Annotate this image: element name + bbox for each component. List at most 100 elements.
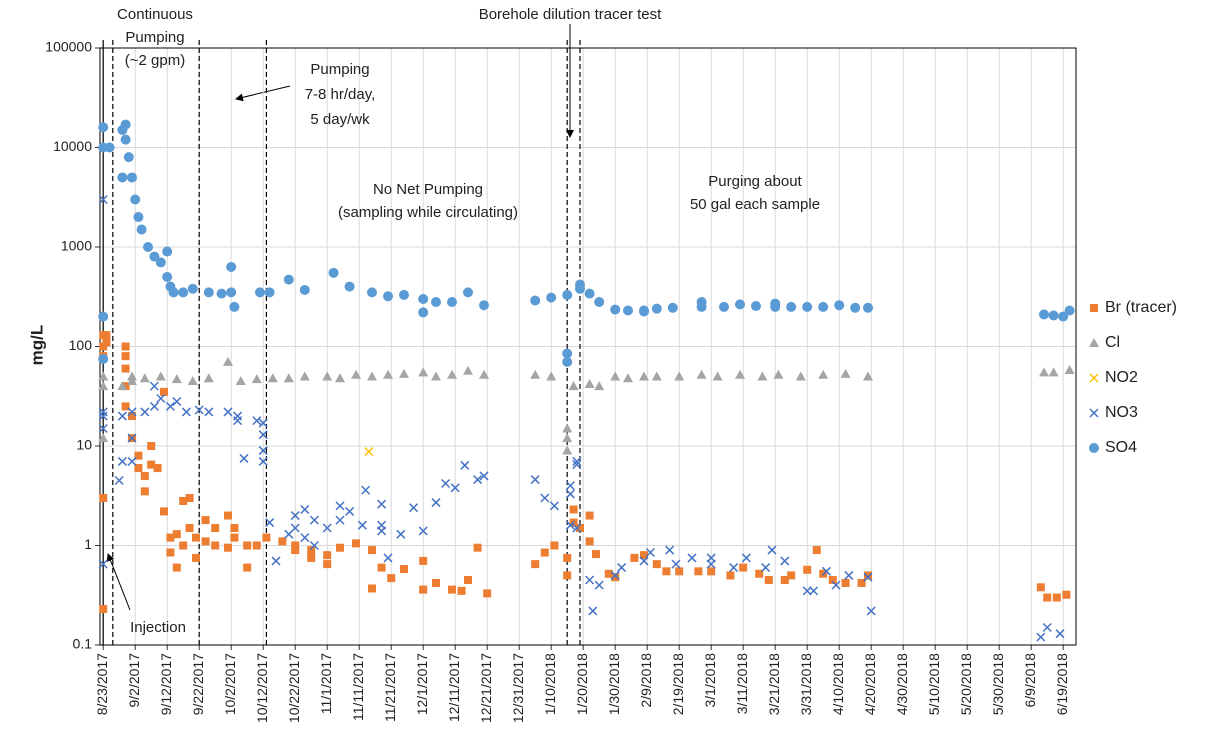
circle-marker	[367, 287, 377, 298]
square-marker	[611, 573, 620, 582]
x-marker	[418, 526, 428, 536]
x-marker	[549, 501, 559, 511]
square-marker	[336, 543, 344, 552]
circle-marker	[651, 303, 662, 314]
x-marker	[258, 418, 268, 428]
circle-marker	[431, 297, 441, 308]
square-marker	[140, 471, 149, 480]
x-marker	[572, 523, 582, 533]
triangle-marker	[623, 373, 633, 383]
x-tick-label: 3/1/2018	[702, 653, 718, 708]
circle-marker	[447, 297, 457, 308]
circle-marker	[123, 152, 134, 163]
square-marker	[211, 541, 220, 550]
triangle-marker	[1039, 367, 1049, 377]
legend-label: Br (tracer)	[1105, 299, 1177, 316]
square-marker	[291, 546, 300, 555]
x-marker	[761, 563, 771, 573]
square-marker	[252, 541, 261, 550]
square-marker	[803, 565, 812, 574]
square-marker	[323, 560, 332, 569]
circle-marker	[610, 304, 621, 315]
triangle-marker	[98, 381, 109, 391]
triangle-marker	[562, 433, 573, 443]
square-marker	[230, 523, 239, 532]
x-marker	[223, 407, 233, 417]
x-marker	[98, 423, 108, 434]
square-marker	[99, 342, 108, 351]
circle-marker	[203, 287, 214, 298]
x-marker	[309, 540, 319, 551]
x-marker	[252, 416, 262, 426]
circle-marker	[216, 288, 227, 299]
square-marker	[540, 548, 549, 557]
triangle-marker	[351, 369, 361, 379]
x-tick-label: 1/20/2018	[574, 653, 590, 715]
x-marker	[258, 446, 268, 456]
circle-marker	[226, 287, 237, 298]
y-tick-label: 100	[69, 337, 93, 353]
x-tick-label: 12/21/2017	[478, 653, 494, 723]
x-marker	[149, 381, 159, 391]
square-marker	[307, 553, 316, 562]
x-marker	[194, 405, 204, 415]
triangle-marker	[383, 369, 393, 379]
x-marker	[588, 606, 598, 616]
legend-label: Cl	[1105, 334, 1120, 351]
x-marker	[831, 580, 841, 590]
square-marker	[694, 567, 703, 576]
x-tick-label: 2/9/2018	[638, 653, 654, 708]
circle-marker	[463, 287, 473, 298]
circle-marker	[178, 287, 189, 298]
legend-item: NO2	[1089, 369, 1138, 386]
circle-marker	[562, 356, 573, 367]
x-marker	[473, 475, 483, 485]
x-marker	[140, 407, 150, 417]
x-marker	[617, 563, 627, 573]
x-marker	[258, 430, 268, 440]
x-marker	[729, 563, 739, 573]
x-marker	[1042, 622, 1052, 633]
triangle-marker	[584, 378, 595, 388]
circle-marker	[770, 298, 781, 309]
x-tick-label: 11/1/2017	[318, 653, 334, 714]
circle-marker	[117, 172, 128, 183]
x-marker	[127, 433, 137, 443]
y-tick-label: 1	[84, 536, 92, 552]
square-marker	[291, 541, 300, 550]
triangle-marker	[98, 433, 109, 443]
x-tick-label: 10/2/2017	[222, 653, 238, 715]
y-tick-label: 10	[76, 437, 92, 453]
annotation: 50 gal each sample	[690, 196, 820, 213]
x-marker	[610, 570, 620, 580]
circle-marker	[639, 305, 649, 316]
square-marker	[457, 586, 466, 595]
x-marker	[98, 559, 108, 569]
circle-marker	[479, 300, 489, 311]
x-marker	[361, 485, 371, 495]
x-marker	[665, 545, 675, 555]
x-marker	[156, 393, 166, 404]
square-marker	[1043, 593, 1052, 602]
square-marker	[400, 565, 408, 574]
triangle-marker	[463, 365, 473, 375]
circle-marker	[530, 295, 541, 306]
x-marker	[540, 493, 550, 503]
circle-marker	[344, 281, 355, 292]
x-tick-label: 1/10/2018	[542, 653, 558, 715]
legend-marker	[1089, 408, 1099, 418]
square-marker	[211, 523, 220, 532]
circle-marker	[418, 294, 429, 305]
x-marker	[585, 575, 595, 585]
triangle-marker	[155, 371, 166, 381]
x-marker	[290, 523, 300, 533]
annotation: Continuous	[117, 6, 193, 23]
square-marker	[864, 571, 872, 580]
triangle-marker	[757, 371, 768, 381]
x-marker	[117, 456, 127, 466]
x-marker	[181, 407, 191, 417]
triangle-marker	[818, 369, 829, 379]
x-tick-label: 6/19/2018	[1054, 653, 1070, 715]
x-marker	[98, 411, 108, 421]
square-marker	[662, 567, 671, 576]
